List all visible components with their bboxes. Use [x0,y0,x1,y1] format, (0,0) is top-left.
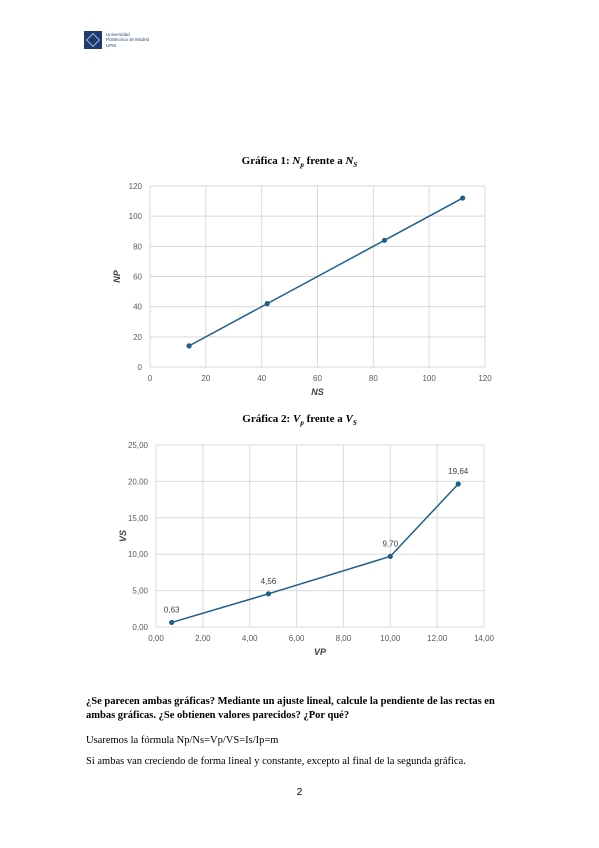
data-point [264,301,270,307]
logo-text: Universidad Politécnica de Madrid UPM [106,32,149,48]
y-tick-label: 80 [133,242,142,251]
y-axis-label: VS [118,530,128,542]
y-tick-label: 0 [138,363,143,372]
y-tick-label: 20 [133,333,142,342]
x-tick-label: 2,00 [195,634,211,643]
title-sub: S [353,161,358,170]
title-var: V [292,413,301,425]
x-tick-label: 0 [148,374,153,383]
x-tick-label: 4,00 [242,634,258,643]
data-label: 0,63 [164,605,180,614]
logo-line: UPM [106,42,116,48]
title-prefix: Gráfica 1: [241,155,293,167]
y-axis-label: NP [112,269,122,282]
title-var: V [345,413,353,425]
logo-line: Universidad [106,32,130,37]
answer-paragraph-1: Usaremos la fórmula Np/Ns=Vp/VS=Is/Ip=m [86,735,279,746]
data-label: 4,56 [261,577,277,586]
data-point [169,619,175,626]
y-tick-label: 100 [129,212,143,221]
y-tick-label: 10,00 [128,550,149,559]
data-point [455,481,461,487]
data-point [387,553,393,559]
data-label: 19,64 [448,467,469,476]
y-tick-label: 25,00 [128,441,149,450]
answer-paragraph-2: Si ambas van creciendo de forma lineal y… [86,756,466,767]
x-tick-label: 6,00 [289,634,305,643]
data-label: 9,70 [382,539,398,548]
university-logo: Universidad Politécnica de Madrid UPM [84,31,164,51]
y-tick-label: 15,00 [128,514,149,523]
title-var: N [292,155,301,167]
x-axis-label: NS [311,387,324,397]
x-tick-label: 0,00 [148,634,164,643]
x-tick-label: 60 [313,374,322,383]
series-line [188,197,464,347]
data-point [265,591,272,597]
page-number: 2 [296,787,303,798]
y-tick-label: 5,00 [132,587,148,596]
data-point [381,237,388,243]
chart-1-plot: 0 20 40 60 80 100 120 0 20 40 60 80 100 120 NS NP [112,182,492,397]
x-tick-label: 8,00 [336,634,352,643]
question-text: ¿Se parecen ambas gráficas? Mediante un … [86,696,495,721]
title-mid: frente a [303,155,346,167]
x-tick-label: 20 [201,374,210,383]
chart-2-title: Gráfica 2: Vp frente a VS [0,413,599,427]
title-mid: frente a [303,413,346,425]
title-prefix: Gráfica 2: [242,413,293,425]
logo-line: Politécnica de Madrid [106,37,150,43]
x-tick-label: 120 [478,374,492,383]
data-point [460,195,466,201]
title-var: N [345,155,354,167]
data-point [186,343,192,349]
y-tick-label: 0,00 [132,623,148,632]
y-tick-label: 20,00 [128,477,149,486]
x-tick-label: 40 [257,374,266,383]
x-tick-label: 100 [422,374,436,383]
logo-emblem-icon [84,31,102,49]
y-tick-label: 60 [133,273,142,282]
title-sub: p [300,161,304,170]
chart-1-title: Gráfica 1: Np frente a NS [0,155,599,169]
y-tick-label: 120 [129,182,143,191]
series-line [171,483,459,624]
y-tick-label: 40 [133,303,142,312]
x-tick-label: 10,00 [380,634,401,643]
title-sub: S [352,419,357,428]
title-sub: p [300,419,304,428]
x-tick-label: 12,00 [427,634,448,643]
x-axis-label: VP [314,647,327,657]
x-tick-label: 14,00 [474,634,495,643]
chart-2-plot: 0,00 2,00 4,00 6,00 8,00 10,00 12,00 14,00 0,00 5… [118,441,495,657]
x-tick-label: 80 [369,374,378,383]
